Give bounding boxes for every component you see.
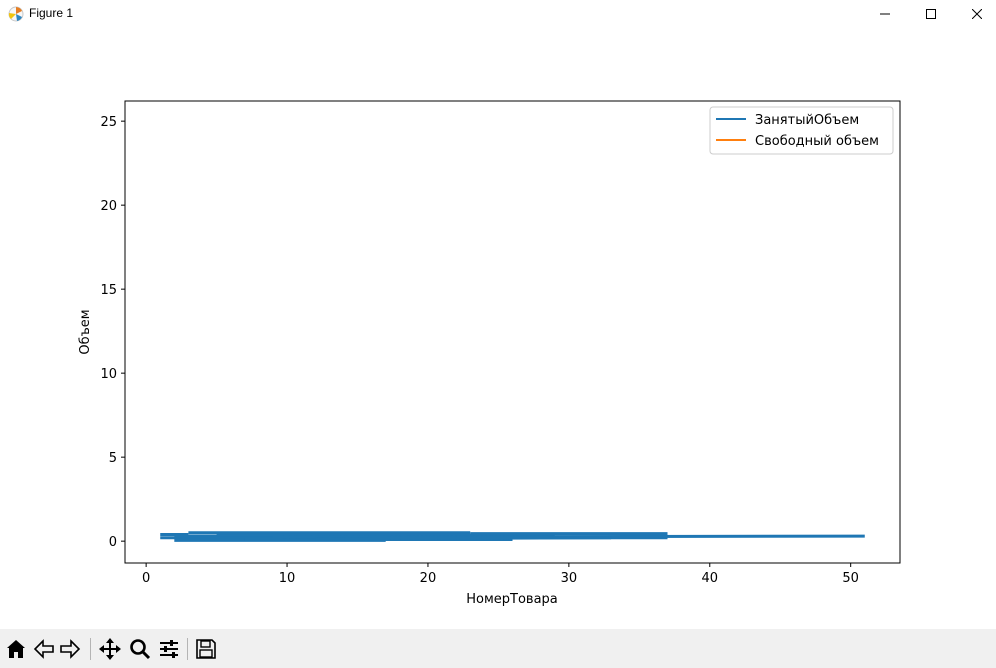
navigation-toolbar [0, 629, 996, 668]
x-tick-label: 30 [561, 571, 578, 586]
forward-arrow-icon [60, 639, 81, 659]
back-arrow-icon [33, 639, 54, 659]
home-button[interactable] [3, 636, 29, 662]
x-axis-ticks: 0 10 20 30 40 50 [142, 563, 859, 586]
legend-box [709, 106, 894, 155]
close-icon [972, 9, 982, 19]
legend-label-occupied-volume: ЗанятыйОбъем [755, 113, 859, 128]
x-tick-label: 10 [279, 571, 296, 586]
pan-button[interactable] [97, 636, 123, 662]
save-icon [196, 639, 216, 659]
x-tick-label: 40 [701, 571, 718, 586]
legend: ЗанятыйОбъем Свободный объем [709, 106, 894, 155]
toolbar-separator [187, 638, 188, 660]
y-tick-label: 5 [109, 451, 117, 466]
x-tick-label: 0 [142, 571, 150, 586]
back-button[interactable] [31, 636, 57, 662]
window-title: Figure 1 [29, 6, 74, 20]
configure-subplots-icon [160, 640, 178, 658]
axes-frame [124, 100, 901, 564]
plot-data-layer [160, 531, 865, 542]
x-axis-label: НомерТовара [466, 592, 558, 607]
save-button[interactable] [193, 636, 219, 662]
series-line-segment [315, 536, 612, 541]
y-axis-label: Объем [78, 309, 93, 354]
y-axis-ticks: 0 5 10 15 20 25 [100, 115, 125, 550]
x-tick-label: 50 [842, 571, 859, 586]
figure-canvas[interactable]: 0 10 20 30 40 50 0 5 10 15 20 25 НомерТовара Объем… [0, 28, 996, 628]
y-tick-label: 25 [100, 115, 117, 130]
y-tick-label: 0 [109, 535, 117, 550]
zoom-button[interactable] [127, 636, 153, 662]
maximize-button[interactable] [908, 0, 954, 28]
minimize-button[interactable] [862, 0, 908, 28]
y-tick-label: 20 [100, 199, 117, 214]
zoom-icon [130, 639, 151, 660]
y-tick-label: 10 [100, 367, 117, 382]
forward-button[interactable] [57, 636, 83, 662]
configure-subplots-button[interactable] [156, 636, 182, 662]
window-titlebar: Figure 1 [0, 0, 996, 28]
minimize-icon [880, 13, 890, 15]
legend-label-free-volume: Свободный объем [755, 134, 879, 149]
chart-svg: 0 10 20 30 40 50 0 5 10 15 20 25 НомерТовара Объем… [78, 100, 901, 607]
x-tick-label: 20 [420, 571, 437, 586]
home-icon [7, 640, 25, 658]
maximize-icon [926, 9, 936, 19]
close-button[interactable] [954, 0, 996, 28]
matplotlib-app-icon [7, 5, 25, 23]
pan-icon [99, 638, 121, 660]
y-tick-label: 15 [100, 283, 117, 298]
toolbar-separator [90, 638, 91, 660]
